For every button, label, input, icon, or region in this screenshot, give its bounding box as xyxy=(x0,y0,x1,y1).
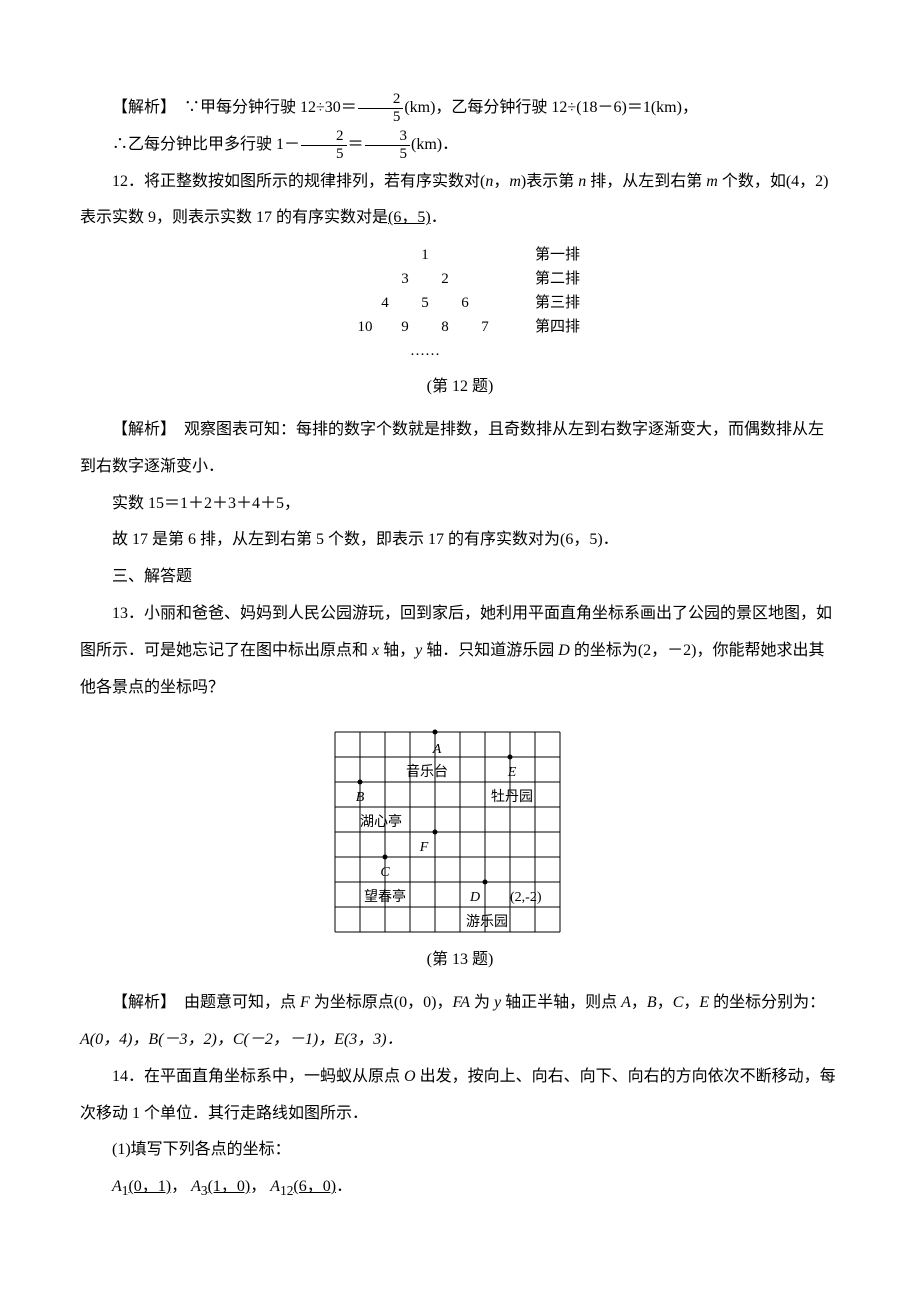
svg-text:E: E xyxy=(506,765,516,780)
triangle-row-label: 第三排 xyxy=(535,291,605,315)
svg-text:C: C xyxy=(380,865,390,880)
q13-ae: 的坐标分别为： xyxy=(709,994,825,1011)
q13-grid-figure: A 音乐台 E 牡丹园 B 湖心亭 F C 望春亭 D (2,-2)游乐园 xyxy=(80,714,840,936)
fraction-2-5: 25 xyxy=(358,91,404,125)
A3-val: (1，0) xyxy=(208,1178,251,1195)
comma-b: ， xyxy=(250,1178,266,1195)
triangle-number: 2 xyxy=(425,267,465,291)
analysis-label: 【解析】 xyxy=(112,994,176,1011)
q12-an1: 观察图表可知：每排的数字个数就是排数，且奇数排从左到右数字逐渐变大，而偶数排从左… xyxy=(80,421,824,475)
comma1: ， xyxy=(631,994,647,1011)
analysis-label: 【解析】 xyxy=(112,99,176,116)
var-D: D xyxy=(558,642,570,659)
q12-caption: (第 12 题) xyxy=(80,369,840,406)
comma-a: ， xyxy=(171,1178,187,1195)
q11-text2c: (km)． xyxy=(411,136,458,153)
q13-caption: (第 13 题) xyxy=(80,942,840,979)
svg-text:B: B xyxy=(355,790,364,805)
var-E: E xyxy=(699,994,709,1011)
svg-text:游乐园: 游乐园 xyxy=(466,914,508,930)
var-B: B xyxy=(647,994,657,1011)
svg-text:(2,-2): (2,-2) xyxy=(510,890,542,905)
q14-sub1: (1)填写下列各点的坐标： xyxy=(80,1132,840,1169)
comma2: ， xyxy=(657,994,673,1011)
svg-text:牡丹园: 牡丹园 xyxy=(491,789,533,805)
triangle-row-label: 第二排 xyxy=(535,267,605,291)
triangle-number: 8 xyxy=(425,315,465,339)
q13-ad: 轴正半轴，则点 xyxy=(501,994,621,1011)
svg-text:湖心亭: 湖心亭 xyxy=(360,813,402,830)
triangle-number: 10 xyxy=(345,315,385,339)
A12-A: A xyxy=(270,1178,280,1195)
period: ． xyxy=(336,1178,352,1195)
var-O: O xyxy=(404,1068,416,1085)
A12-sub: 12 xyxy=(280,1183,293,1198)
A1-A: A xyxy=(112,1178,122,1195)
analysis-label: 【解析】 xyxy=(112,421,176,438)
q13-p2: 轴， xyxy=(379,642,415,659)
q12-analysis-3: 故 17 是第 6 排，从左到右第 5 个数，即表示 17 的有序实数对为(6，… xyxy=(80,522,840,559)
q12-prompt: 12．将正整数按如图所示的规律排列，若有序实数对(n，m)表示第 n 排，从左到… xyxy=(80,164,840,238)
q12-answer: (6，5) xyxy=(388,209,431,226)
triangle-number: 6 xyxy=(445,291,485,315)
triangle-row-label: 第一排 xyxy=(535,243,605,267)
q11-text2a: ∴乙每分钟比甲多行驶 1－ xyxy=(112,136,300,153)
comma: ， xyxy=(493,173,509,190)
q13-prompt: 13．小丽和爸爸、妈妈到人民公园游玩，回到家后，她利用平面直角坐标系画出了公园的… xyxy=(80,596,840,706)
svg-text:音乐台: 音乐台 xyxy=(406,763,448,780)
svg-text:D: D xyxy=(468,890,479,905)
q12-pc: 排，从左到右第 xyxy=(586,173,706,190)
var-C: C xyxy=(673,994,684,1011)
A12-val: (6，0) xyxy=(293,1178,336,1195)
q11-text1a: ∵甲每分钟行驶 12÷30＝ xyxy=(184,99,357,116)
A3-A: A xyxy=(191,1178,201,1195)
triangle-number: 4 xyxy=(365,291,405,315)
q11-text2b: ＝ xyxy=(348,136,364,153)
triangle-row-label: 第四排 xyxy=(535,315,605,339)
triangle-number: 5 xyxy=(405,291,445,315)
q13-p3: 轴．只知道游乐园 xyxy=(422,642,558,659)
q12-analysis-1: 【解析】 观察图表可知：每排的数字个数就是排数，且奇数排从左到右数字逐渐变大，而… xyxy=(80,412,840,486)
svg-text:A: A xyxy=(431,742,441,757)
page: 【解析】 ∵甲每分钟行驶 12÷30＝25(km)，乙每分钟行驶 12÷(18－… xyxy=(0,0,920,1302)
var-F: F xyxy=(300,994,310,1011)
q13-coords: A(0，4)，B(－3，2)，C(－2，－1)，E(3，3)． xyxy=(80,1031,403,1048)
triangle-number: 9 xyxy=(385,315,425,339)
svg-text:望春亭: 望春亭 xyxy=(364,888,406,905)
triangle-number: 1 xyxy=(405,243,445,267)
q11-text1b: (km)，乙每分钟行驶 12÷(18－6)＝1(km)， xyxy=(404,99,698,116)
A3-sub: 3 xyxy=(201,1183,208,1198)
triangle-ellipsis: …… xyxy=(315,339,535,363)
coordinate-grid: A 音乐台 E 牡丹园 B 湖心亭 F C 望春亭 D (2,-2)游乐园 xyxy=(331,714,590,936)
section-3-heading: 三、解答题 xyxy=(80,559,840,596)
fraction-2-5-b: 25 xyxy=(301,128,347,162)
comma3: ， xyxy=(683,994,699,1011)
q12-pb: )表示第 xyxy=(521,173,578,190)
q11-analysis-line2: ∴乙每分钟比甲多行驶 1－25＝35(km)． xyxy=(80,127,840,164)
q12-triangle-figure: 1 第一排 32 第二排 456 第三排 10987 第四排…… xyxy=(80,243,840,363)
q13-ac: 为 xyxy=(470,994,494,1011)
q12-analysis-2: 实数 15＝1＋2＋3＋4＋5， xyxy=(80,486,840,523)
var-A: A xyxy=(621,994,631,1011)
q12-pa: 12．将正整数按如图所示的规律排列，若有序实数对( xyxy=(112,173,485,190)
q14-prompt: 14．在平面直角坐标系中，一蚂蚁从原点 O 出发，按向上、向右、向下、向右的方向… xyxy=(80,1059,840,1133)
triangle-number: 7 xyxy=(465,315,505,339)
q12-period: ． xyxy=(431,209,447,226)
triangle-number: 3 xyxy=(385,267,425,291)
triangle-body: 1 第一排 32 第二排 456 第三排 10987 第四排…… xyxy=(315,243,605,363)
q14-pa: 14．在平面直角坐标系中，一蚂蚁从原点 xyxy=(112,1068,404,1085)
q14-answers: A1(0，1)， A3(1，0)， A12(6，0)． xyxy=(80,1169,840,1207)
q13-ab: 为坐标原点(0，0)， xyxy=(310,994,453,1011)
svg-text:F: F xyxy=(418,840,428,855)
q13-aa: 由题意可知，点 xyxy=(184,994,300,1011)
var-FA: FA xyxy=(452,994,469,1011)
var-m: m xyxy=(509,173,521,190)
q13-analysis: 【解析】 由题意可知，点 F 为坐标原点(0，0)，FA 为 y 轴正半轴，则点… xyxy=(80,985,840,1059)
fraction-3-5: 35 xyxy=(365,128,411,162)
var-m2: m xyxy=(706,173,718,190)
q11-analysis-line1: 【解析】 ∵甲每分钟行驶 12÷30＝25(km)，乙每分钟行驶 12÷(18－… xyxy=(80,90,840,127)
A1-val: (0，1) xyxy=(128,1178,171,1195)
